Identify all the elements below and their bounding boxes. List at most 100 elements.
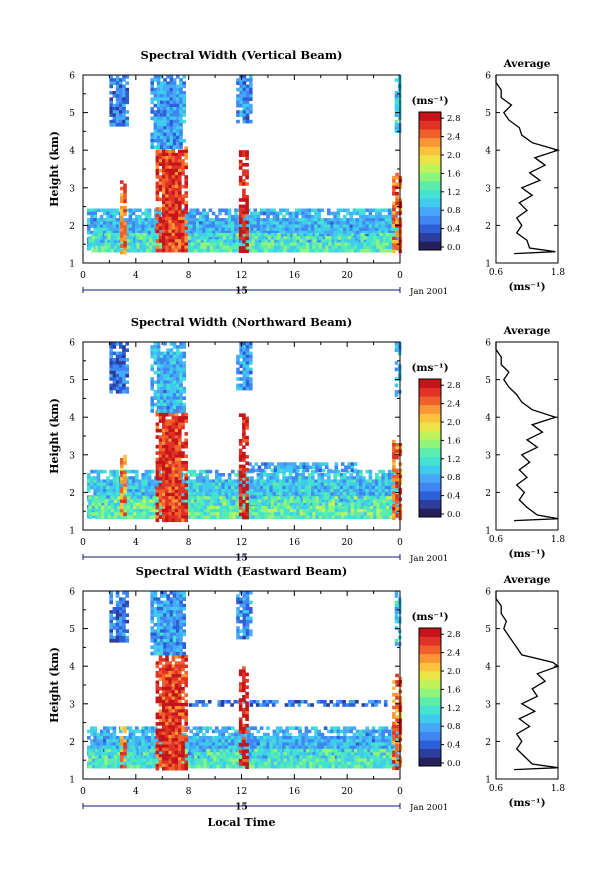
heatmap-cell (276, 468, 281, 473)
heatmap-cell (352, 224, 357, 229)
heatmap-cell (91, 232, 96, 237)
heatmap-cell (88, 515, 92, 519)
heatmap-cell (142, 232, 147, 237)
heatmap-cell (302, 505, 307, 510)
heatmap-cell (384, 218, 389, 222)
heatmap-cell (381, 221, 385, 225)
heatmap-cell (181, 232, 185, 237)
heatmap-cell (158, 239, 163, 243)
heatmap-cell (353, 248, 358, 253)
heatmap-cell (133, 515, 137, 519)
heatmap-cell (200, 509, 204, 513)
heatmap-cell (325, 248, 329, 253)
heatmap-cell (379, 509, 384, 513)
heatmap-cell (93, 482, 97, 487)
heatmap-cell (325, 512, 329, 516)
heatmap-cell (218, 473, 222, 477)
heatmap-cell (179, 123, 183, 127)
heatmap-cell (162, 184, 166, 189)
heatmap-cell (249, 81, 253, 85)
heatmap-cell (288, 230, 293, 235)
heatmap-cell (261, 242, 265, 247)
heatmap-cell (169, 107, 174, 111)
heatmap-cell (315, 505, 320, 510)
heatmap-cell (384, 473, 389, 477)
heatmap-cell (174, 172, 179, 176)
heatmap-cell (115, 78, 120, 82)
heatmap-cell (120, 205, 124, 210)
heatmap-cell (375, 492, 379, 496)
heatmap-cell (248, 242, 252, 247)
heatmap-cell (155, 236, 160, 240)
heatmap-cell (242, 204, 246, 209)
heatmap-cell (178, 444, 182, 449)
heatmap-cell (178, 200, 182, 205)
heatmap-cell (104, 248, 108, 253)
heatmap-cell (224, 208, 229, 213)
heatmap-cell (162, 457, 166, 462)
heatmap-cell (250, 489, 254, 493)
heatmap-cell (259, 482, 264, 487)
heatmap-cell (304, 214, 309, 219)
heatmap-cell (129, 248, 134, 253)
heatmap-cell (229, 239, 233, 243)
heatmap-cell (349, 230, 353, 235)
heatmap-cell (248, 462, 252, 466)
heatmap-cell (155, 509, 160, 513)
heatmap-cell (151, 482, 155, 487)
heatmap-cell (238, 246, 243, 250)
heatmap-cell (286, 236, 291, 240)
heatmap-cell (269, 473, 273, 477)
heatmap-cell (174, 457, 179, 462)
heatmap-cell (312, 515, 316, 519)
heatmap-cell (256, 476, 261, 480)
heatmap-cell (259, 489, 264, 493)
heatmap-cell (301, 208, 305, 213)
heatmap-cell (371, 218, 376, 222)
heatmap-cell (171, 512, 176, 516)
heatmap-cell (158, 486, 163, 491)
heatmap-cell (298, 476, 302, 480)
heatmap-cell (308, 465, 313, 470)
heatmap-cell (112, 479, 117, 483)
heatmap-cell (251, 515, 256, 519)
heatmap-cell (307, 240, 312, 245)
heatmap-cell (235, 242, 240, 247)
heatmap-cell (336, 489, 341, 493)
heatmap-cell (259, 498, 264, 503)
heatmap-cell (320, 230, 325, 235)
heatmap-cell (151, 479, 155, 483)
heatmap-cell (343, 498, 347, 503)
colorbar-segment (419, 120, 441, 130)
heatmap-cell (343, 482, 347, 487)
heatmap-cell (239, 94, 243, 98)
heatmap-cell (286, 515, 291, 519)
heatmap-cell (227, 224, 232, 229)
heatmap-cell (307, 476, 312, 480)
heatmap-cell (234, 482, 238, 487)
heatmap-cell (323, 489, 328, 493)
heatmap-cell (193, 232, 198, 237)
heatmap-cell (163, 129, 167, 133)
heatmap-cell (144, 485, 149, 490)
heatmap-cell (160, 119, 164, 124)
heatmap-cell (153, 351, 158, 356)
heatmap-cell (158, 242, 163, 247)
heatmap-cell (172, 110, 177, 114)
heatmap-cell (160, 100, 164, 105)
heatmap-cell (254, 239, 259, 243)
heatmap-cell (349, 211, 353, 216)
average-x-tick-label: 1.8 (551, 268, 566, 278)
heatmap-cell (163, 135, 167, 140)
heatmap-cell (106, 498, 110, 503)
heatmap-cell (219, 248, 224, 253)
heatmap-cell (199, 240, 203, 245)
heatmap-cell (192, 240, 197, 245)
heatmap-cell (317, 501, 321, 506)
heatmap-cell (155, 213, 160, 218)
heatmap-cell (117, 515, 121, 519)
heatmap-cell (352, 482, 357, 487)
heatmap-cell (392, 176, 396, 180)
heatmap-cell (282, 224, 286, 229)
heatmap-cell (171, 435, 176, 439)
